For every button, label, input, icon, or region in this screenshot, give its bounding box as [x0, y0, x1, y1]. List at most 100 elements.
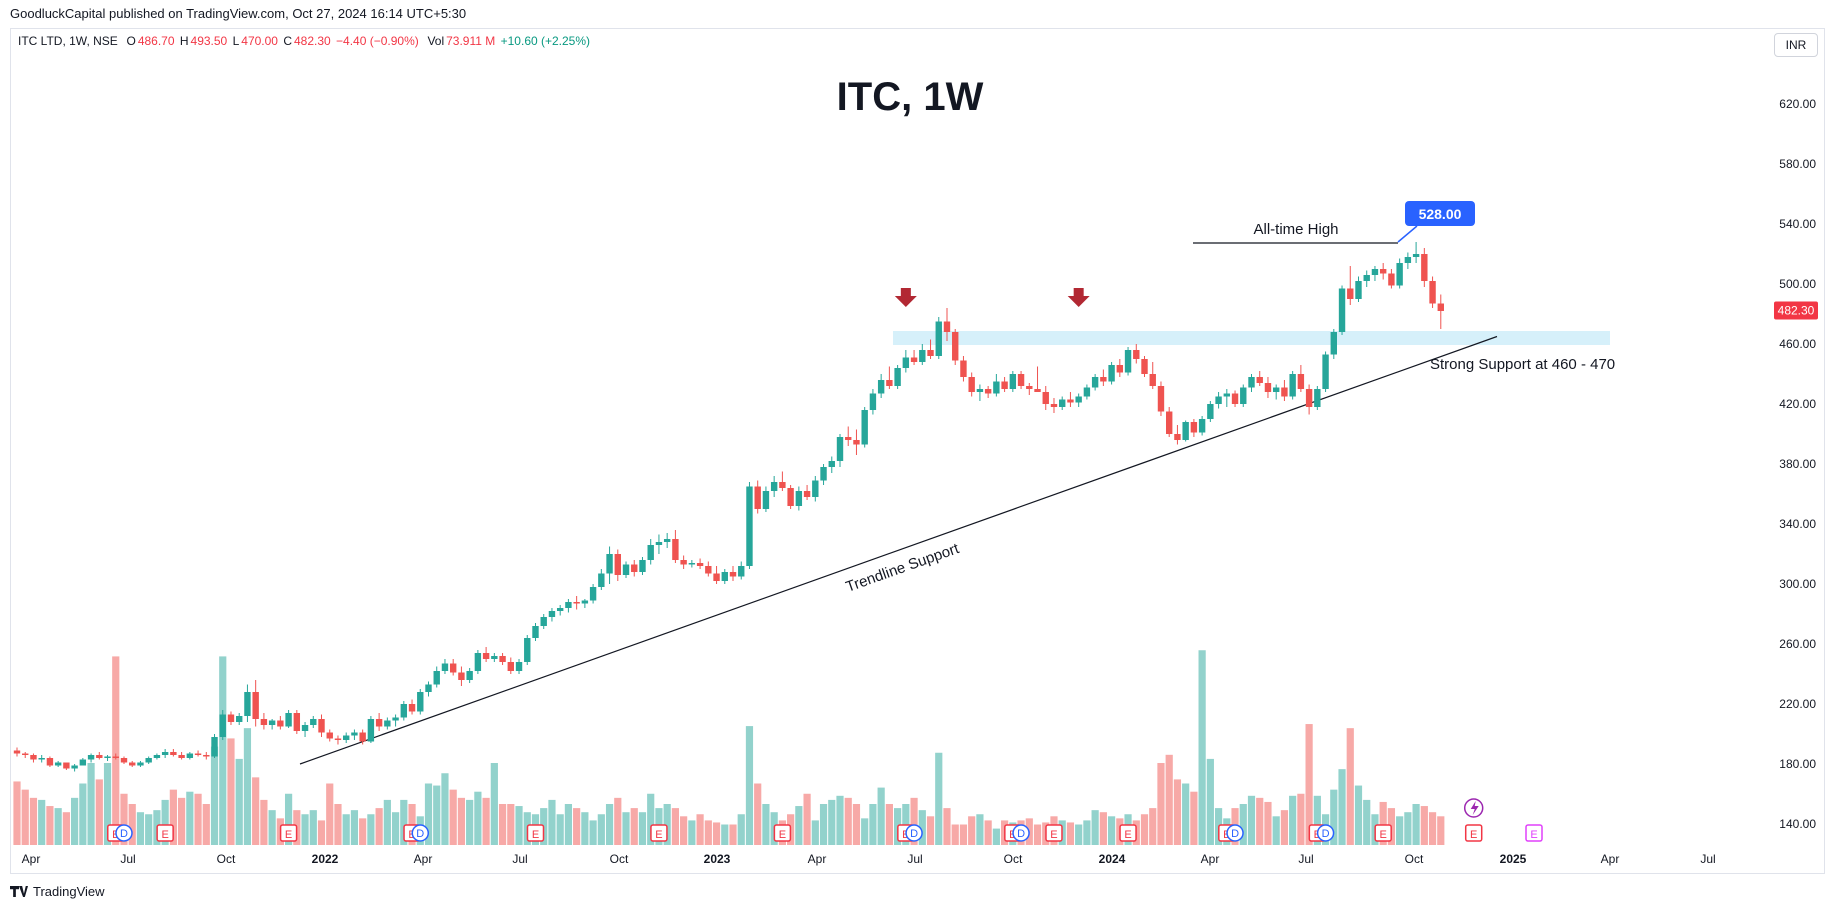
volume-bar: [136, 812, 145, 845]
candle-body: [836, 437, 844, 461]
volume-bar: [1198, 650, 1206, 845]
y-tick-label: 460.00: [1779, 337, 1816, 351]
volume-bar: [490, 763, 498, 845]
chart-title: ITC, 1W: [837, 75, 984, 119]
volume-bar: [926, 816, 935, 845]
candle-body: [1322, 354, 1329, 389]
candle-body: [1429, 281, 1436, 304]
open-label: O: [126, 34, 136, 48]
candle-body: [1207, 404, 1214, 419]
x-tick-label: Apr: [1201, 852, 1220, 866]
volume-bar: [1190, 791, 1198, 845]
volume-value: 73.911 M: [446, 34, 496, 48]
candle-body: [137, 762, 144, 766]
down-arrow-marker: [1067, 288, 1090, 307]
candle-body: [556, 608, 564, 611]
candle-body: [491, 656, 498, 659]
current-price-label: 482.30: [1778, 304, 1815, 318]
candle-body: [1215, 396, 1222, 404]
candle-body: [153, 755, 161, 758]
current-price-badge: [1774, 301, 1818, 320]
volume-bar: [918, 810, 926, 845]
candle-body: [1305, 389, 1313, 407]
candle-body: [1141, 359, 1148, 374]
candle-body: [680, 560, 687, 565]
candle-body: [540, 617, 547, 626]
volume-bar: [1330, 789, 1338, 845]
dividend-marker-letter: D: [1017, 828, 1025, 840]
top-bar: GoodluckCapital published on TradingView…: [0, 0, 1835, 28]
candle-body: [861, 410, 868, 445]
candle-body: [1198, 419, 1206, 433]
candle-body: [1231, 393, 1239, 404]
candle-body: [1091, 377, 1099, 388]
symbol-legend: ITC LTD, 1W, NSE O 486.70 H 493.50 L 470.00…: [18, 34, 592, 48]
volume-bar: [54, 808, 62, 845]
y-tick-label: 180.00: [1779, 757, 1816, 771]
tradingview-logo-icon[interactable]: [10, 886, 28, 897]
volume-bar: [704, 820, 712, 845]
volume-bar: [1297, 793, 1305, 845]
candle-body: [1050, 404, 1058, 407]
volume-bar: [729, 824, 737, 845]
volume-bar: [688, 820, 696, 845]
candle-body: [952, 332, 959, 361]
volume-bar: [13, 781, 21, 845]
volume-bar: [1091, 810, 1099, 845]
tradingview-brand[interactable]: TradingView: [33, 884, 105, 899]
candle-body: [499, 656, 506, 662]
candle-body: [1149, 374, 1156, 386]
candle-body: [38, 758, 45, 760]
ath-pointer: [1397, 225, 1418, 243]
future-earnings-marker: [1525, 824, 1543, 842]
volume-bar: [424, 783, 433, 845]
volume-bar: [861, 818, 869, 845]
volume-bar: [680, 816, 688, 845]
candle-body: [1174, 434, 1181, 440]
candle-body: [1083, 387, 1091, 397]
volume-bar: [186, 791, 194, 845]
volume-bar: [46, 806, 54, 845]
candle-body: [194, 753, 202, 755]
candle-body: [532, 626, 539, 638]
candle-body: [375, 719, 383, 727]
earnings-marker-letter: E: [532, 829, 539, 841]
y-tick-label: 420.00: [1779, 397, 1816, 411]
volume-bar: [507, 804, 515, 845]
candle-body: [46, 758, 54, 766]
candle-body: [1264, 383, 1272, 392]
volume-change: +10.60 (+2.25%): [500, 34, 591, 48]
volume-bar: [383, 799, 391, 845]
volume-bar: [630, 808, 638, 845]
volume-bar: [178, 797, 186, 845]
y-tick-label: 500.00: [1779, 277, 1816, 291]
volume-bar: [219, 656, 227, 845]
volume-bar: [317, 820, 326, 845]
earnings-marker: [1464, 824, 1483, 842]
currency-button[interactable]: INR: [1774, 33, 1818, 57]
volume-bar: [589, 820, 597, 845]
volume-bar: [120, 793, 128, 845]
symbol-name[interactable]: ITC LTD, 1W, NSE: [18, 34, 118, 48]
volume-bar: [564, 804, 573, 845]
volume-bar: [1289, 795, 1297, 845]
volume-bar: [1404, 812, 1412, 845]
candle-body: [935, 321, 942, 356]
ath-label: All-time High: [1253, 221, 1338, 238]
low-label: L: [232, 34, 240, 48]
candle-body: [211, 737, 218, 757]
candle-body: [466, 671, 473, 680]
candle-body: [318, 719, 325, 733]
volume-bar: [1239, 804, 1247, 845]
candle-body: [795, 491, 803, 506]
volume-bar: [614, 797, 622, 845]
volume-bar: [1437, 816, 1445, 845]
candle-body: [293, 713, 301, 731]
volume-bar: [959, 824, 968, 845]
candle-body: [1017, 374, 1025, 386]
volume-bar: [1280, 810, 1289, 845]
candle-body: [244, 692, 251, 716]
price-change: −4.40 (−0.90%): [336, 34, 419, 48]
support-zone: [893, 331, 1610, 345]
